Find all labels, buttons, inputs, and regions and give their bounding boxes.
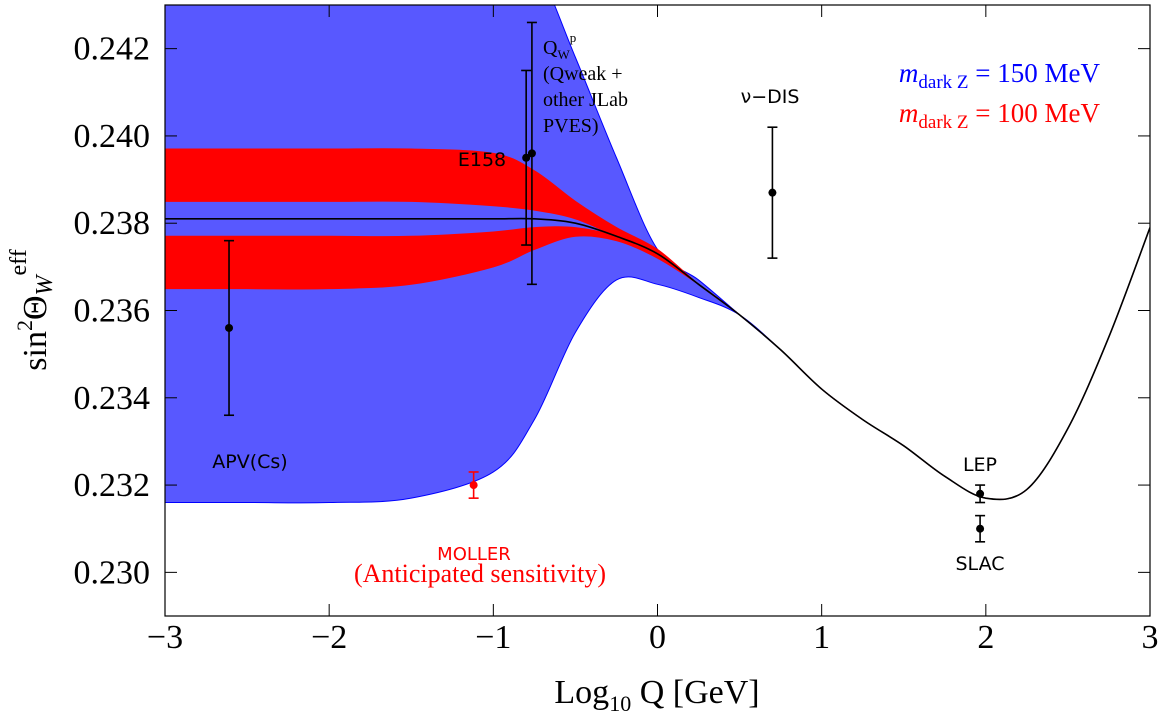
point-label: other JLab bbox=[543, 89, 628, 111]
y-tick-label: 0.232 bbox=[74, 467, 151, 504]
data-point bbox=[469, 481, 478, 490]
point-label: E158 bbox=[458, 149, 506, 171]
y-axis-label-part: 2 bbox=[12, 320, 37, 331]
legend-entry-part: m bbox=[899, 98, 919, 128]
x-tick-label: 3 bbox=[1142, 619, 1159, 656]
y-tick-label: 0.234 bbox=[74, 380, 151, 417]
y-tick-label: 0.236 bbox=[74, 293, 151, 330]
legend-entry: mdark Z = 150 MeV bbox=[899, 58, 1101, 93]
legend-entry-part: = 100 MeV bbox=[969, 98, 1101, 128]
point-label: QWp bbox=[543, 30, 576, 62]
x-axis-label-part: Q [GeV] bbox=[631, 674, 759, 711]
point-label: PVES) bbox=[543, 115, 599, 137]
y-axis-label: sin2ΘWeff bbox=[6, 249, 58, 370]
y-tick-label: 0.240 bbox=[74, 118, 151, 155]
y-axis-label-part: W bbox=[32, 273, 58, 295]
point-label-part: p bbox=[570, 30, 577, 45]
legend-entry-part: = 150 MeV bbox=[969, 58, 1101, 88]
point-label: (Qweak + bbox=[543, 63, 623, 85]
y-axis-label-part: eff bbox=[6, 249, 32, 275]
central-curve bbox=[165, 217, 1150, 501]
x-tick-label: −1 bbox=[475, 619, 511, 656]
point-label: SLAC bbox=[955, 553, 1004, 575]
x-tick-label: −2 bbox=[311, 619, 347, 656]
legend-entry-part: m bbox=[899, 58, 919, 88]
point-label-part: Q bbox=[543, 37, 558, 59]
point-label: LEP bbox=[963, 454, 997, 476]
point-label: MOLLER bbox=[437, 544, 511, 565]
data-point bbox=[522, 153, 531, 162]
legend-entry-part: dark Z bbox=[918, 112, 968, 133]
plot-area bbox=[165, 5, 1150, 504]
x-axis-label-part: Log bbox=[554, 674, 609, 711]
x-tick-label: 1 bbox=[813, 619, 830, 656]
point-label: APV(Cs) bbox=[212, 451, 287, 473]
legend-entry: mdark Z = 100 MeV bbox=[899, 98, 1101, 133]
data-point bbox=[976, 489, 985, 498]
y-axis-label-part: sin bbox=[17, 331, 54, 371]
point-label: (Anticipated sensitivity) bbox=[354, 559, 606, 588]
point-label-part: W bbox=[557, 47, 570, 62]
y-axis-label-part: Θ bbox=[17, 295, 54, 320]
x-axis-label: Log10 Q [GeV] bbox=[554, 674, 759, 715]
x-tick-label: 2 bbox=[977, 619, 994, 656]
x-tick-label: 0 bbox=[649, 619, 666, 656]
legend-entry-part: dark Z bbox=[918, 72, 968, 93]
data-point bbox=[768, 188, 777, 197]
y-tick-label: 0.238 bbox=[74, 205, 151, 242]
y-tick-label: 0.242 bbox=[74, 31, 151, 68]
y-tick-label: 0.230 bbox=[74, 554, 151, 591]
x-tick-label: −3 bbox=[147, 619, 183, 656]
data-point bbox=[527, 149, 536, 158]
data-point bbox=[225, 323, 234, 332]
data-point bbox=[976, 524, 985, 533]
x-axis-label-part: 10 bbox=[609, 691, 631, 715]
point-label: ν−DIS bbox=[741, 86, 800, 108]
